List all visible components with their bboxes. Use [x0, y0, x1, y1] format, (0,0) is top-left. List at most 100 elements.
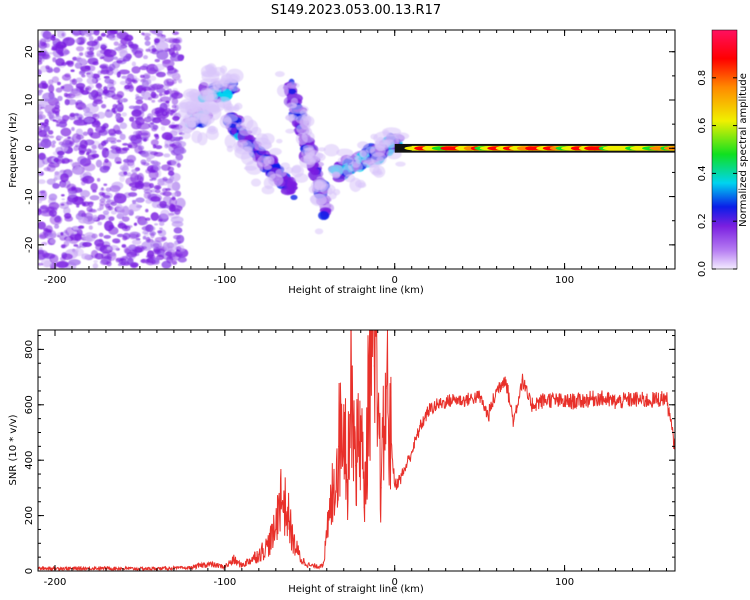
snr-ytick-label: 400	[24, 451, 35, 470]
spectrogram-noise	[86, 40, 98, 47]
spectrogram-noise	[60, 173, 69, 183]
spectrogram-noise	[128, 203, 142, 212]
spectrogram-noise	[38, 138, 41, 141]
spectrogram-noise	[131, 66, 141, 74]
snr-point	[453, 398, 455, 400]
spectrogram-noise	[116, 91, 125, 98]
spectrogram-noise	[38, 128, 43, 133]
spectrogram-noise	[132, 199, 137, 205]
spectrogram-noise	[141, 90, 146, 97]
spectrogram-noise	[84, 50, 95, 58]
spectrogram-noise	[42, 30, 52, 40]
colorbar-ticks: 0.0 0.2 0.4 0.6 0.8	[697, 70, 737, 277]
spectrogram-noise	[41, 82, 49, 89]
spectrogram-noise	[112, 103, 118, 109]
snr-point	[631, 398, 634, 400]
spectrogram-noise	[163, 90, 170, 95]
snr-point	[462, 400, 464, 402]
spectrogram-noise	[55, 113, 60, 117]
spectrogram-noise	[154, 63, 165, 71]
spectrogram-noise	[162, 93, 166, 96]
spectrogram-streak-halo	[299, 109, 308, 116]
snr-point	[368, 379, 370, 381]
spectrogram-streak-halo	[315, 153, 326, 162]
spectrogram-noise	[65, 61, 71, 65]
snr-series-line	[38, 330, 675, 571]
spectrogram-noise	[160, 126, 166, 131]
spectrogram-noise	[91, 144, 97, 150]
spectrogram-noise	[127, 85, 134, 89]
spectrogram-noise	[38, 114, 43, 121]
spectrogram-noise	[165, 188, 171, 191]
spectrogram-noise	[61, 143, 74, 148]
spectrogram-noise	[78, 116, 83, 121]
snr-point	[363, 506, 365, 508]
spectrogram-noise	[105, 187, 112, 192]
spectrogram-noise	[102, 210, 110, 216]
spectrogram-noise	[177, 244, 185, 251]
spectrogram-noise	[103, 183, 108, 187]
spectrogram-noise	[116, 99, 120, 103]
spectrogram-noise	[82, 131, 89, 136]
spectrogram-noise	[100, 42, 108, 48]
spectrogram-noise	[53, 208, 58, 211]
spectrogram-noise	[102, 89, 109, 95]
spectrogram-noise	[97, 214, 106, 220]
spectrogram-noise	[150, 232, 155, 239]
spectrogram-noise	[95, 77, 101, 81]
spectrogram-noise	[173, 227, 183, 234]
spectrogram-noise	[163, 153, 171, 158]
spectrogram-noise	[130, 263, 138, 269]
spectrogram-noise	[142, 235, 147, 240]
spectrogram-streak	[230, 126, 237, 135]
snr-ytick-label: 600	[24, 395, 35, 414]
snr-point	[404, 467, 406, 470]
spectrogram-noise	[40, 258, 53, 268]
spectrogram-streak-halo	[224, 134, 236, 149]
spectrogram-noise	[122, 143, 129, 146]
spectrogram-noise	[156, 49, 169, 60]
spectrogram-noise	[141, 226, 152, 231]
spectrogram-blob-halo	[206, 105, 222, 121]
spectrogram-xtick-label: -200	[44, 275, 67, 286]
spectrogram-blob-halo	[180, 116, 191, 125]
snr-xtick-label: 100	[555, 577, 574, 588]
spectrogram-streak-halo	[276, 138, 283, 144]
spectrogram-noise	[141, 103, 148, 112]
spectrogram-noise	[60, 194, 65, 197]
snr-point	[338, 445, 340, 447]
spectrogram-noise	[81, 74, 86, 78]
spectrogram-noise	[78, 101, 85, 107]
spectrogram-blob-halo	[193, 112, 209, 123]
spectrogram-noise	[90, 132, 101, 139]
spectrogram-noise	[143, 191, 152, 200]
colorbar-tick-label: 0.4	[697, 165, 708, 181]
spectrogram-blob-halo	[213, 80, 228, 92]
spectrogram-noise	[110, 146, 117, 150]
spectrogram-noise	[79, 58, 87, 64]
spectrogram-noise	[49, 214, 63, 225]
snr-point	[614, 401, 617, 403]
spectrogram-noise	[178, 136, 184, 140]
spectrogram-noise	[38, 232, 49, 239]
spectrogram-noise	[141, 132, 149, 136]
spectrogram-noise	[103, 49, 117, 58]
spectrogram-noise	[119, 80, 127, 86]
spectrogram-noise	[88, 208, 96, 213]
spectrogram-noise	[135, 197, 145, 203]
spectrogram-noise	[149, 178, 153, 182]
spectrogram-streak-halo	[372, 165, 386, 178]
spectrogram-noise	[104, 158, 109, 163]
spectrogram-noise	[132, 109, 145, 120]
spectrogram-noise	[137, 145, 145, 151]
spectrogram-streak	[318, 210, 330, 221]
spectrogram-noise	[77, 156, 87, 164]
spectrogram-noise	[118, 69, 130, 75]
snr-plot	[38, 330, 675, 571]
spectrogram-ytick-label: -20	[24, 237, 35, 253]
spectrogram-noise	[174, 147, 187, 155]
spectrogram-noise	[97, 207, 102, 211]
spectrogram-noise	[52, 57, 57, 63]
spectrogram-noise	[157, 230, 163, 234]
